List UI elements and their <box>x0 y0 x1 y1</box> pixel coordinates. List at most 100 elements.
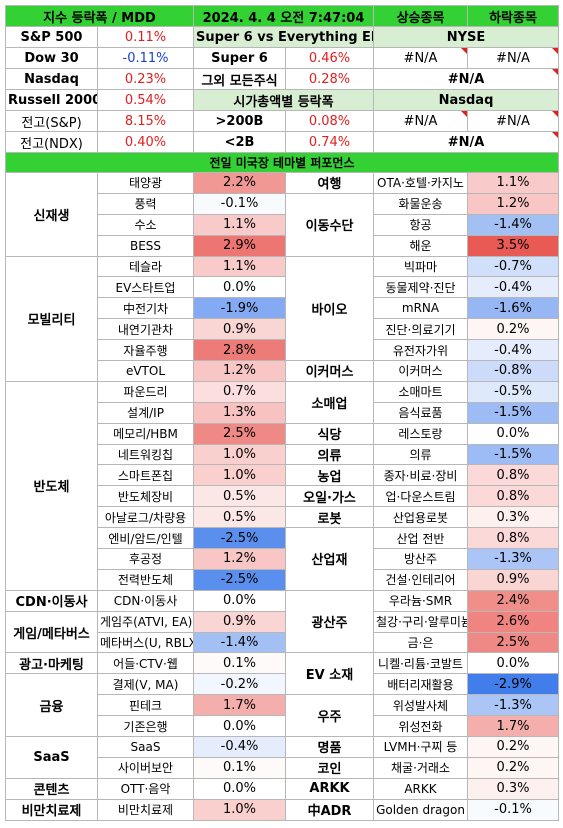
theme-row: 수소 1.1% 항공 -1.4% <box>6 213 560 236</box>
theme-label: 니켈·리튬·코발트 <box>373 652 468 675</box>
right-category: 소매업 <box>285 380 374 424</box>
right-category: 코인 <box>285 756 374 779</box>
datetime: 2024. 4. 4 오전 7:47:04 <box>193 5 374 27</box>
index-value: 0.40% <box>97 131 194 153</box>
index-value: 0.54% <box>97 89 194 111</box>
theme-label: 수소 <box>97 213 194 236</box>
theme-value: -1.3% <box>466 694 560 717</box>
cap-label: >200B <box>193 110 286 132</box>
theme-value: 0.2% <box>466 318 560 341</box>
index-value: 8.15% <box>97 110 194 132</box>
index-name: 전고(NDX) <box>5 131 98 153</box>
theme-value: -0.4% <box>193 736 286 758</box>
theme-value: -0.4% <box>466 339 560 362</box>
theme-label: BESS <box>97 234 194 257</box>
header-row: 지수 등락폭 / MDD 2024. 4. 4 오전 7:47:04 상승종목 … <box>5 5 559 27</box>
theme-row: 네트워킹칩 1.0% 의류 의류 -1.5% <box>6 443 560 466</box>
theme-label: 메타버스(U, RBLX) <box>97 631 194 654</box>
right-category: 이커머스 <box>285 360 374 382</box>
theme-value: 0.0% <box>466 422 560 445</box>
theme-label: 전력반도체 <box>97 568 194 591</box>
nyse-advancers: #N/A <box>373 47 468 69</box>
cap-value: 0.08% <box>285 110 374 132</box>
right-category: 명품 <box>285 736 374 758</box>
theme-value: 1.2% <box>193 360 286 382</box>
nasdaq-ratio: #N/A <box>373 131 559 153</box>
theme-label: 금·은 <box>373 631 468 654</box>
theme-value: 0.1% <box>193 652 286 675</box>
theme-value: 1.1% <box>193 255 286 278</box>
index-row: S&P 500 0.11% Super 6 vs Everything Else… <box>5 26 559 48</box>
theme-value: 0.5% <box>193 485 286 508</box>
theme-row: 아날로그/차량용 0.5% 로봇 산업용로봇 0.3% <box>6 506 560 529</box>
theme-label: 화물운송 <box>373 192 468 215</box>
index-name: S&P 500 <box>5 26 98 48</box>
theme-value: -2.5% <box>193 568 286 591</box>
left-category: 게임/메타버스 <box>5 610 98 654</box>
theme-row: 금융 결제(V, MA) -0.2% 배터리재활용 -2.9% <box>5 673 560 738</box>
theme-value: 0.8% <box>466 485 560 508</box>
theme-label: 내연기관차 <box>97 318 194 341</box>
index-value: 0.11% <box>97 26 194 48</box>
theme-label: 동물제약·진단 <box>373 276 468 299</box>
perf-title-row: 전일 미국장 테마별 퍼포먼스 <box>4 152 560 173</box>
right-category: ARKK <box>285 777 374 800</box>
super6-value: 0.46% <box>285 47 374 69</box>
theme-label: 레스토랑 <box>373 422 468 445</box>
cap-title: 시가총액별 등락폭 <box>193 89 374 111</box>
theme-label: 유전자가위 <box>373 339 468 362</box>
theme-value: 2.8% <box>193 339 286 362</box>
theme-label: 자율주행 <box>97 339 194 362</box>
nyse-label: NYSE <box>373 26 559 48</box>
theme-value: 1.0% <box>193 464 286 487</box>
left-category: CDN·이동사 <box>5 589 98 612</box>
right-category: 광산주 <box>285 589 374 654</box>
theme-label: 테슬라 <box>97 255 194 278</box>
theme-row: 엔비/암드/인텔 -2.5% 산업재 산업 전반 0.8% <box>6 527 560 591</box>
index-name: Russell 2000 <box>5 89 98 111</box>
theme-value: -0.8% <box>466 360 560 382</box>
theme-label: 풍력 <box>97 192 194 215</box>
theme-value: 1.2% <box>466 192 560 215</box>
theme-row: 비만치료제 비만치료제 1.0% 中ADR Golden dragon -0.1% <box>5 798 560 821</box>
theme-label: 의류 <box>373 443 468 466</box>
index-value: -0.11% <box>97 47 194 69</box>
theme-row: 설계/IP 1.3% 음식료품 -1.5% <box>6 401 560 424</box>
theme-value: 0.2% <box>466 736 560 758</box>
theme-row: 광고·마케팅 어들·CTV·웹 0.1% EV 소재 니켈·리튬·코발트 0.0% <box>5 652 560 696</box>
theme-performance-table: 전일 미국장 테마별 퍼포먼스 신재생 태양광 2.2% 여행 OTA·호텔·카지노 1.1… <box>4 152 560 821</box>
theme-value: 0.7% <box>193 380 286 403</box>
theme-label: 아날로그/차량용 <box>97 506 194 529</box>
theme-value: 1.7% <box>466 715 560 738</box>
left-category: 비만치료제 <box>5 798 98 821</box>
theme-label: 결제(V, MA) <box>97 673 194 696</box>
theme-label: 업·다운스트림 <box>373 485 468 508</box>
theme-value: 0.3% <box>466 506 560 529</box>
theme-label: LVMH·구찌 등 <box>373 736 468 758</box>
theme-row: 기존은행 0.0% 위성전화 1.7% <box>6 715 560 738</box>
theme-value: 0.8% <box>466 527 560 550</box>
theme-value: 0.8% <box>466 464 560 487</box>
theme-label: 배터리재활용 <box>373 673 468 696</box>
theme-value: 0.5% <box>193 506 286 529</box>
theme-row: 메모리/HBM 2.5% 식당 레스토랑 0.0% <box>6 422 560 445</box>
theme-row: 신재생 태양광 2.2% 여행 OTA·호텔·카지노 1.1% <box>5 172 560 257</box>
index-summary-table: 지수 등락폭 / MDD 2024. 4. 4 오전 7:47:04 상승종목 … <box>5 5 559 153</box>
right-category: 오일·가스 <box>285 485 374 508</box>
theme-label: 설계/IP <box>97 401 194 424</box>
theme-label: Golden dragon <box>373 798 468 821</box>
right-category: 바이오 <box>285 255 374 362</box>
theme-label: 음식료품 <box>373 401 468 424</box>
theme-label: 네트워킹칩 <box>97 443 194 466</box>
theme-value: 0.2% <box>466 756 560 779</box>
theme-row: SaaS SaaS -0.4% 명품 LVMH·구찌 등 0.2% <box>5 736 560 779</box>
theme-label: 사이버보안 <box>97 756 194 779</box>
theme-value: 1.0% <box>193 798 286 821</box>
nasdaq-label: Nasdaq <box>373 89 559 111</box>
theme-value: -1.5% <box>466 443 560 466</box>
theme-label: 게임주(ATVI, EA) <box>97 610 194 633</box>
decliners-header: 하락종목 <box>467 5 559 27</box>
theme-value: 1.1% <box>466 172 560 194</box>
theme-label: SaaS <box>97 736 194 758</box>
theme-row: 모빌리티 테슬라 1.1% 바이오 빅파마 -0.7% <box>5 255 560 382</box>
